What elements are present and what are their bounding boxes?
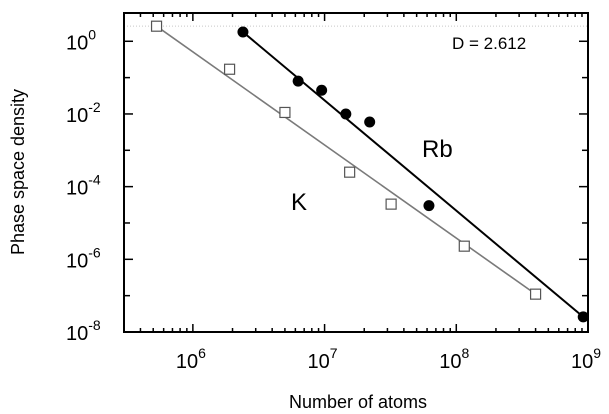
point-k [344,166,356,178]
point-k [279,106,291,119]
y-tick-label: 100 [66,26,96,54]
threshold-label: D = 2.612 [452,34,526,53]
point-k [385,198,397,210]
point-rb [316,84,328,96]
point-k [529,288,542,300]
point-rb [423,200,435,212]
y-tick-label: 10-4 [66,172,101,200]
point-rb [577,311,589,323]
fit-line-k [156,25,537,295]
fit-lines [156,25,584,318]
x-tick-label: 109 [571,345,601,373]
x-axis-label: Number of atoms [289,392,427,412]
point-rb [364,116,376,128]
point-k [223,63,236,75]
y-tick-label: 10-8 [66,317,101,345]
data-points [150,20,589,323]
y-tick-label: 10-2 [66,99,101,127]
fit-line-rb [242,31,584,318]
point-k [458,240,470,252]
threshold-line-group: D = 2.612 [124,25,588,53]
y-tick-label: 10-6 [66,244,101,272]
series-label-rb: Rb [422,136,453,163]
x-tick-label: 106 [176,345,206,373]
point-rb [292,75,304,87]
x-tick-label: 107 [308,345,338,373]
x-tick-label: 108 [439,345,469,373]
plot-frame [123,12,589,333]
y-axis-label: Phase space density [8,89,28,255]
point-rb [340,108,352,120]
axis-ticks: 106 107 108 109 100 10-2 10-4 10-6 10-8 [66,13,601,373]
series-label-k: K [291,189,307,216]
point-rb [237,26,249,38]
point-k [150,20,163,32]
